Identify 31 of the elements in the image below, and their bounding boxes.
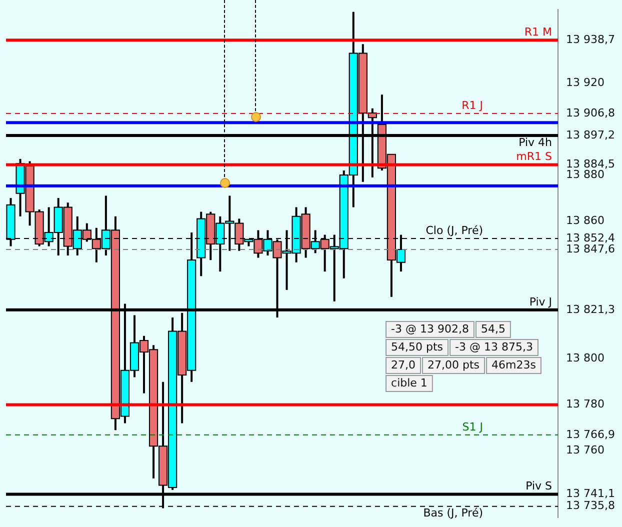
ref-line-label: mR1 S [516, 150, 552, 164]
annotation: 54,50 pts [391, 340, 444, 354]
y-tick-label: 13 860 [566, 214, 605, 227]
annotation: 27,00 pts [428, 358, 480, 372]
y-tick-label: 13 938,7 [566, 33, 615, 46]
y-tick-label: 13 847,6 [566, 242, 615, 256]
annotation: cible 1 [391, 376, 428, 390]
annotation: 46m23s [492, 358, 536, 372]
y-tick-label: 13 906,8 [566, 106, 615, 120]
y-tick-label: 13 920 [566, 76, 605, 89]
ref-line-label: Clo (J, Pré) [426, 224, 484, 237]
y-tick-label: 13 760 [566, 444, 605, 457]
y-tick-label: 13 821,3 [566, 302, 615, 316]
ref-line-label: Bas (J, Pré) [423, 506, 484, 520]
y-tick-label: 13 897,2 [566, 128, 615, 142]
y-tick-label: 13 735,8 [566, 499, 615, 512]
ref-line-label: Piv 4h [518, 136, 552, 149]
annotation: 27,0 [391, 358, 416, 372]
annotation: -3 @ 13 902,8 [391, 322, 469, 336]
y-tick-label: 13 741,1 [566, 487, 615, 500]
y-tick-label: 13 800 [566, 352, 605, 365]
ref-line-label: Piv J [529, 295, 552, 308]
ref-line-label: R1 J [462, 98, 484, 112]
y-tick-label: 13 766,9 [566, 428, 615, 441]
annotation: 54,5 [480, 322, 506, 336]
ref-line-label: Piv S [526, 480, 552, 493]
y-tick-label: 13 780 [566, 398, 605, 411]
ref-line-label: S1 J [462, 420, 484, 434]
y-tick-label: 13 852,4 [566, 231, 615, 244]
annotation: -3 @ 13 875,3 [455, 340, 533, 354]
ref-line-label: R1 M [524, 26, 552, 39]
